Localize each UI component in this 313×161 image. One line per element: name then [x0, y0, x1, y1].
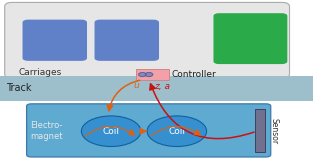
- Text: Controller: Controller: [172, 70, 216, 79]
- Circle shape: [145, 73, 153, 76]
- Text: Sensor: Sensor: [269, 118, 278, 144]
- Ellipse shape: [147, 116, 207, 147]
- Text: Coil: Coil: [103, 127, 120, 136]
- Text: Carriages: Carriages: [19, 68, 62, 77]
- Text: z, a: z, a: [154, 82, 170, 91]
- FancyBboxPatch shape: [23, 20, 87, 61]
- Ellipse shape: [81, 116, 141, 147]
- Bar: [0, 76, 313, 101]
- FancyBboxPatch shape: [5, 2, 290, 78]
- Bar: [255, 109, 265, 152]
- Text: Track: Track: [6, 83, 31, 93]
- Text: Electro-
magnet: Electro- magnet: [30, 121, 63, 141]
- FancyBboxPatch shape: [213, 13, 287, 64]
- Bar: [136, 69, 169, 80]
- Text: u: u: [134, 81, 140, 90]
- FancyBboxPatch shape: [27, 104, 271, 157]
- FancyBboxPatch shape: [95, 20, 159, 61]
- Circle shape: [139, 73, 146, 76]
- Text: Coil: Coil: [168, 127, 185, 136]
